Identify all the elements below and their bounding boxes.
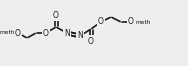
Text: meth: meth bbox=[135, 19, 151, 24]
Text: O: O bbox=[43, 29, 49, 37]
Text: O: O bbox=[98, 17, 104, 27]
Text: N: N bbox=[77, 31, 83, 41]
Text: N: N bbox=[64, 29, 70, 37]
Text: O: O bbox=[53, 10, 59, 19]
Text: O: O bbox=[88, 36, 94, 45]
Text: meth: meth bbox=[0, 30, 15, 36]
Text: O: O bbox=[128, 17, 134, 27]
Text: O: O bbox=[15, 29, 21, 37]
